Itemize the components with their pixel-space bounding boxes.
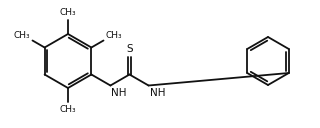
Text: S: S (126, 44, 133, 54)
Text: NH: NH (149, 88, 165, 98)
Text: CH₃: CH₃ (60, 105, 76, 114)
Text: NH: NH (111, 88, 127, 98)
Text: CH₃: CH₃ (106, 30, 122, 40)
Text: CH₃: CH₃ (14, 30, 30, 40)
Text: CH₃: CH₃ (60, 8, 76, 17)
